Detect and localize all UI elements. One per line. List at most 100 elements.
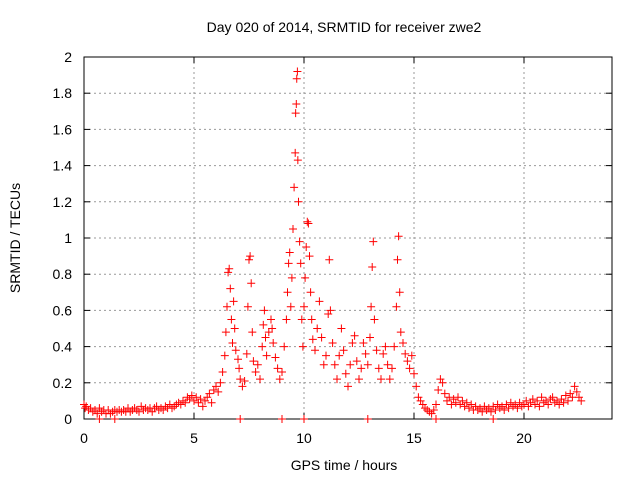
data-point: [451, 398, 460, 407]
data-point: [240, 376, 249, 385]
data-point: [572, 387, 581, 396]
data-point: [246, 252, 255, 261]
grid-layer: [84, 57, 612, 419]
data-point: [396, 328, 405, 337]
data-point: [273, 364, 282, 373]
data-point: [226, 284, 235, 293]
data-point: [311, 346, 319, 355]
data-point: [227, 315, 236, 324]
data-point: [577, 396, 586, 405]
chart-title: Day 020 of 2014, SRMTID for receiver zwe…: [207, 19, 482, 35]
data-point: [256, 375, 264, 384]
data-point: [258, 342, 267, 351]
data-point: [522, 396, 531, 405]
data-point: [300, 302, 308, 311]
data-point: [330, 360, 339, 369]
data-point: [271, 353, 280, 362]
data-point: [359, 338, 368, 347]
data-point: [301, 273, 310, 282]
data-point: [292, 100, 301, 109]
data-point: [248, 328, 257, 337]
data-point: [350, 331, 359, 340]
data-point: [305, 252, 314, 261]
data-point: [564, 396, 572, 405]
data-point: [93, 409, 102, 418]
data-point: [377, 375, 385, 384]
data-point: [275, 375, 284, 384]
data-point: [322, 351, 330, 360]
data-point: [335, 351, 344, 360]
data-point: [394, 232, 403, 241]
y-tick-label: 0.6: [53, 302, 73, 318]
data-point: [326, 306, 335, 315]
data-point: [467, 400, 476, 409]
data-point: [225, 264, 234, 273]
data-point: [368, 262, 377, 271]
data-point: [234, 355, 242, 364]
y-tick-label: 1: [64, 230, 72, 246]
data-point: [346, 360, 355, 369]
data-point: [289, 224, 297, 233]
data-point: [231, 346, 240, 355]
data-point: [249, 357, 258, 366]
data-point: [570, 382, 579, 391]
data-point: [290, 183, 299, 192]
data-point: [262, 351, 271, 360]
data-point: [302, 243, 311, 252]
data-point: [429, 405, 438, 414]
data-point: [325, 255, 334, 264]
data-point: [393, 255, 402, 264]
data-point: [304, 219, 313, 228]
data-point: [135, 407, 143, 416]
x-tick-label: 10: [296, 430, 312, 446]
data-point: [297, 315, 306, 324]
data-point: [458, 396, 467, 405]
x-axis-label: GPS time / hours: [291, 457, 398, 473]
y-tick-label: 0.4: [53, 339, 73, 355]
data-point: [291, 148, 300, 157]
data-point: [110, 415, 119, 423]
data-point: [535, 402, 544, 411]
data-point: [341, 369, 350, 378]
data-point: [555, 400, 564, 409]
data-point: [181, 398, 190, 407]
data-point: [268, 324, 277, 333]
data-point: [291, 109, 300, 118]
data-point: [440, 389, 449, 398]
data-point: [218, 367, 227, 376]
data-point: [548, 393, 557, 402]
data-point: [504, 404, 513, 413]
data-point: [207, 398, 216, 407]
data-point: [223, 302, 231, 311]
data-point: [230, 324, 239, 333]
data-point: [212, 382, 220, 391]
data-point: [187, 391, 196, 400]
data-point: [372, 346, 381, 355]
data-point: [392, 302, 401, 311]
data-point: [282, 315, 291, 324]
data-point: [500, 405, 509, 414]
data-point: [344, 382, 352, 391]
data-point: [388, 364, 396, 373]
data-point: [238, 382, 247, 391]
data-point: [95, 415, 104, 423]
data-point: [348, 338, 357, 347]
data-point: [300, 415, 308, 423]
data-point: [487, 407, 495, 416]
data-point: [462, 398, 471, 407]
data-point: [385, 375, 394, 384]
data-point: [410, 369, 418, 378]
data-point: [298, 342, 307, 351]
data-point: [295, 237, 304, 246]
data-point: [307, 315, 316, 324]
data-point: [278, 367, 286, 376]
data-point: [489, 415, 498, 423]
axis-layer: [83, 56, 613, 420]
data-point: [533, 396, 542, 405]
data-point: [339, 346, 348, 355]
data-point: [294, 197, 303, 206]
data-point: [198, 402, 207, 411]
data-point: [267, 315, 275, 324]
data-point: [390, 342, 399, 351]
